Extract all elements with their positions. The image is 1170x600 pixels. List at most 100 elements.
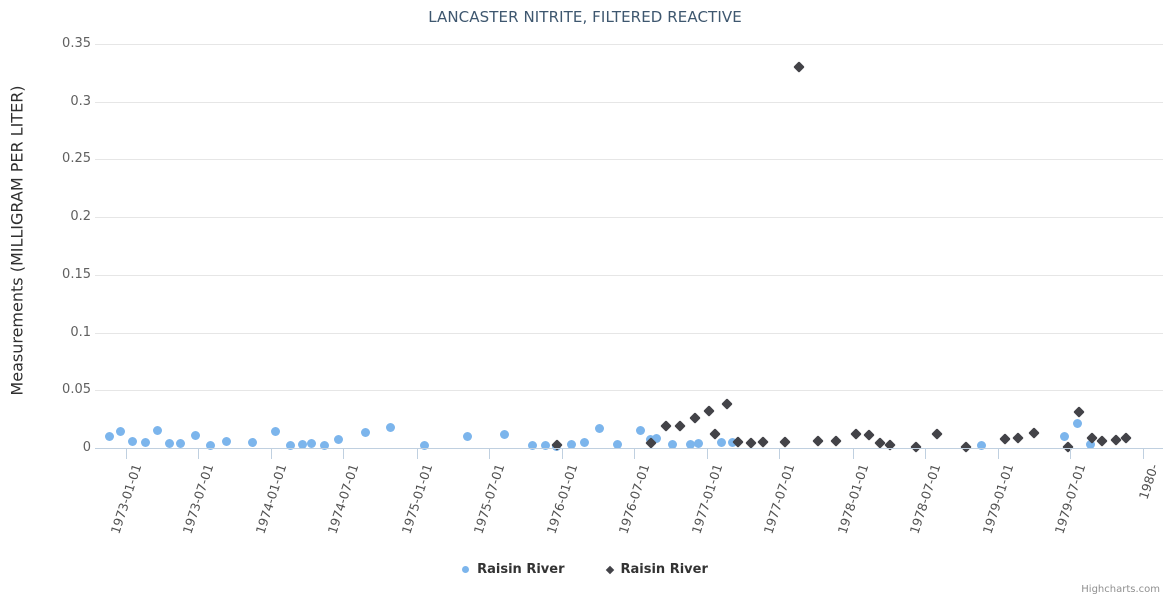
data-point-series-2[interactable] [910,441,922,453]
x-axis-tick-label: 1974-07-01 [324,462,362,536]
y-axis-tick-label: 0 [82,440,91,455]
data-point-series-1[interactable] [636,426,646,436]
data-point-series-1[interactable] [386,422,396,432]
data-point-series-1[interactable] [463,431,473,441]
data-point-series-2[interactable] [1110,434,1122,446]
data-point-series-1[interactable] [176,438,186,448]
data-point-series-1[interactable] [579,437,589,447]
data-point-series-1[interactable] [104,431,114,441]
x-axis-tick-mark [707,448,709,459]
data-point-series-2[interactable] [709,428,721,440]
plot-area [95,44,1163,453]
x-axis-line [95,448,1163,449]
data-point-series-2[interactable] [1028,427,1040,439]
data-point-series-2[interactable] [703,405,715,417]
y-axis-tick-labels: 0 0.05 0.1 0.15 0.2 0.25 0.3 0.35 [25,36,91,455]
data-point-series-1[interactable] [221,436,231,446]
x-axis-tick-label: 1975-07-01 [470,462,507,536]
gridline [95,217,1163,219]
data-point-series-2[interactable] [830,435,842,447]
data-point-series-1[interactable] [141,437,151,447]
highcharts-credit[interactable]: Highcharts.com [1081,584,1160,595]
y-axis-tick-label: 0.1 [70,324,91,340]
data-point-series-2[interactable] [1086,431,1098,444]
data-point-series-1[interactable] [360,428,370,438]
data-point-series-1[interactable] [551,442,561,452]
legend-diamond-icon [605,565,614,574]
y-axis-title-label: Measurements (MILLIGRAM PER LITER) [7,84,27,396]
data-point-series-2[interactable] [779,436,791,448]
legend-item-2[interactable]: Raisin River [605,562,708,577]
data-point-series-2[interactable] [1096,435,1108,447]
x-axis-tick-mark [416,448,418,459]
y-axis-tick-label: 0.05 [62,382,91,398]
y-axis-tick-label: 0.2 [70,209,91,225]
data-point-series-2[interactable] [1061,441,1074,453]
x-axis-tick-mark [343,448,345,459]
data-point-series-1[interactable] [694,438,704,448]
data-point-series-1[interactable] [164,438,174,448]
x-axis-tick-mark [634,448,636,459]
x-axis-tick-label: 1978-07-01 [906,462,943,536]
data-point-series-1[interactable] [191,430,201,440]
y-axis-tick-label: 0.35 [62,36,91,51]
x-axis-tick-label: 1977-01-01 [688,462,726,536]
data-point-series-2[interactable] [1012,431,1024,444]
data-point-series-1[interactable] [645,435,655,445]
gridline [95,332,1163,334]
data-point-series-2[interactable] [732,436,745,448]
chart-title: LANCASTER NITRITE, FILTERED REACTIVE [428,8,742,26]
data-point-series-2[interactable] [674,420,686,432]
data-point-series-1[interactable] [115,427,125,437]
legend-circle-icon [462,566,470,573]
data-point-series-2[interactable] [862,429,875,441]
legend-item-1[interactable]: Raisin River [462,562,565,577]
x-axis-tick-label: 1976-07-01 [615,462,653,536]
data-point-series-2[interactable] [1073,406,1086,418]
data-point-series-1[interactable] [153,426,163,436]
legend-item-label: Raisin River [477,562,565,577]
gridline [95,274,1163,276]
x-axis-tick-mark [997,448,999,459]
data-point-series-2[interactable] [1120,431,1133,444]
data-point-series-2[interactable] [999,433,1012,445]
data-point-series-2[interactable] [959,441,972,453]
x-axis-tick-label: 1975-01-01 [398,462,435,536]
data-point-series-2[interactable] [850,428,862,440]
x-axis-tick-mark [126,448,128,459]
data-point-series-1[interactable] [595,423,605,433]
data-point-series-1[interactable] [499,429,509,439]
data-point-series-2[interactable] [660,420,673,432]
x-axis-tick-label: 1977-07-01 [760,462,798,536]
x-axis-tick-label: 1973-07-01 [179,462,217,536]
data-point-series-1[interactable] [1060,431,1070,441]
data-point-series-1[interactable] [128,436,138,446]
x-axis-tick-label: 1979-07-01 [1051,462,1089,536]
data-point-series-2[interactable] [931,428,943,440]
data-point-series-2[interactable] [721,398,733,410]
data-point-series-1[interactable] [727,437,737,447]
data-point-series-2[interactable] [689,412,701,424]
gridline [95,44,1163,45]
data-point-series-2[interactable] [811,435,824,447]
gridline [95,101,1163,103]
data-point-series-1[interactable] [334,435,344,445]
x-axis-tick-label: 1980- [1135,462,1162,502]
data-point-series-1[interactable] [248,437,258,447]
data-point-series-2[interactable] [757,436,770,448]
data-point-series-1[interactable] [271,427,281,437]
data-point-series-1[interactable] [651,434,661,444]
x-axis-tick-mark [561,448,563,459]
x-axis-tick-label: 1978-01-01 [834,462,871,536]
data-point-series-1[interactable] [306,438,316,448]
gridline [95,159,1163,161]
data-point-series-1[interactable] [1072,419,1082,429]
y-axis-tick-label: 0.15 [62,266,91,282]
x-axis-tick-label: 1974-01-01 [252,462,290,536]
data-point-series-2[interactable] [793,61,805,73]
x-axis-tick-mark [924,448,926,459]
x-axis-tick-mark [488,448,490,459]
gridline [95,390,1163,392]
x-axis-tick-label: 1973-01-01 [107,462,145,536]
data-point-series-1[interactable] [716,437,726,447]
